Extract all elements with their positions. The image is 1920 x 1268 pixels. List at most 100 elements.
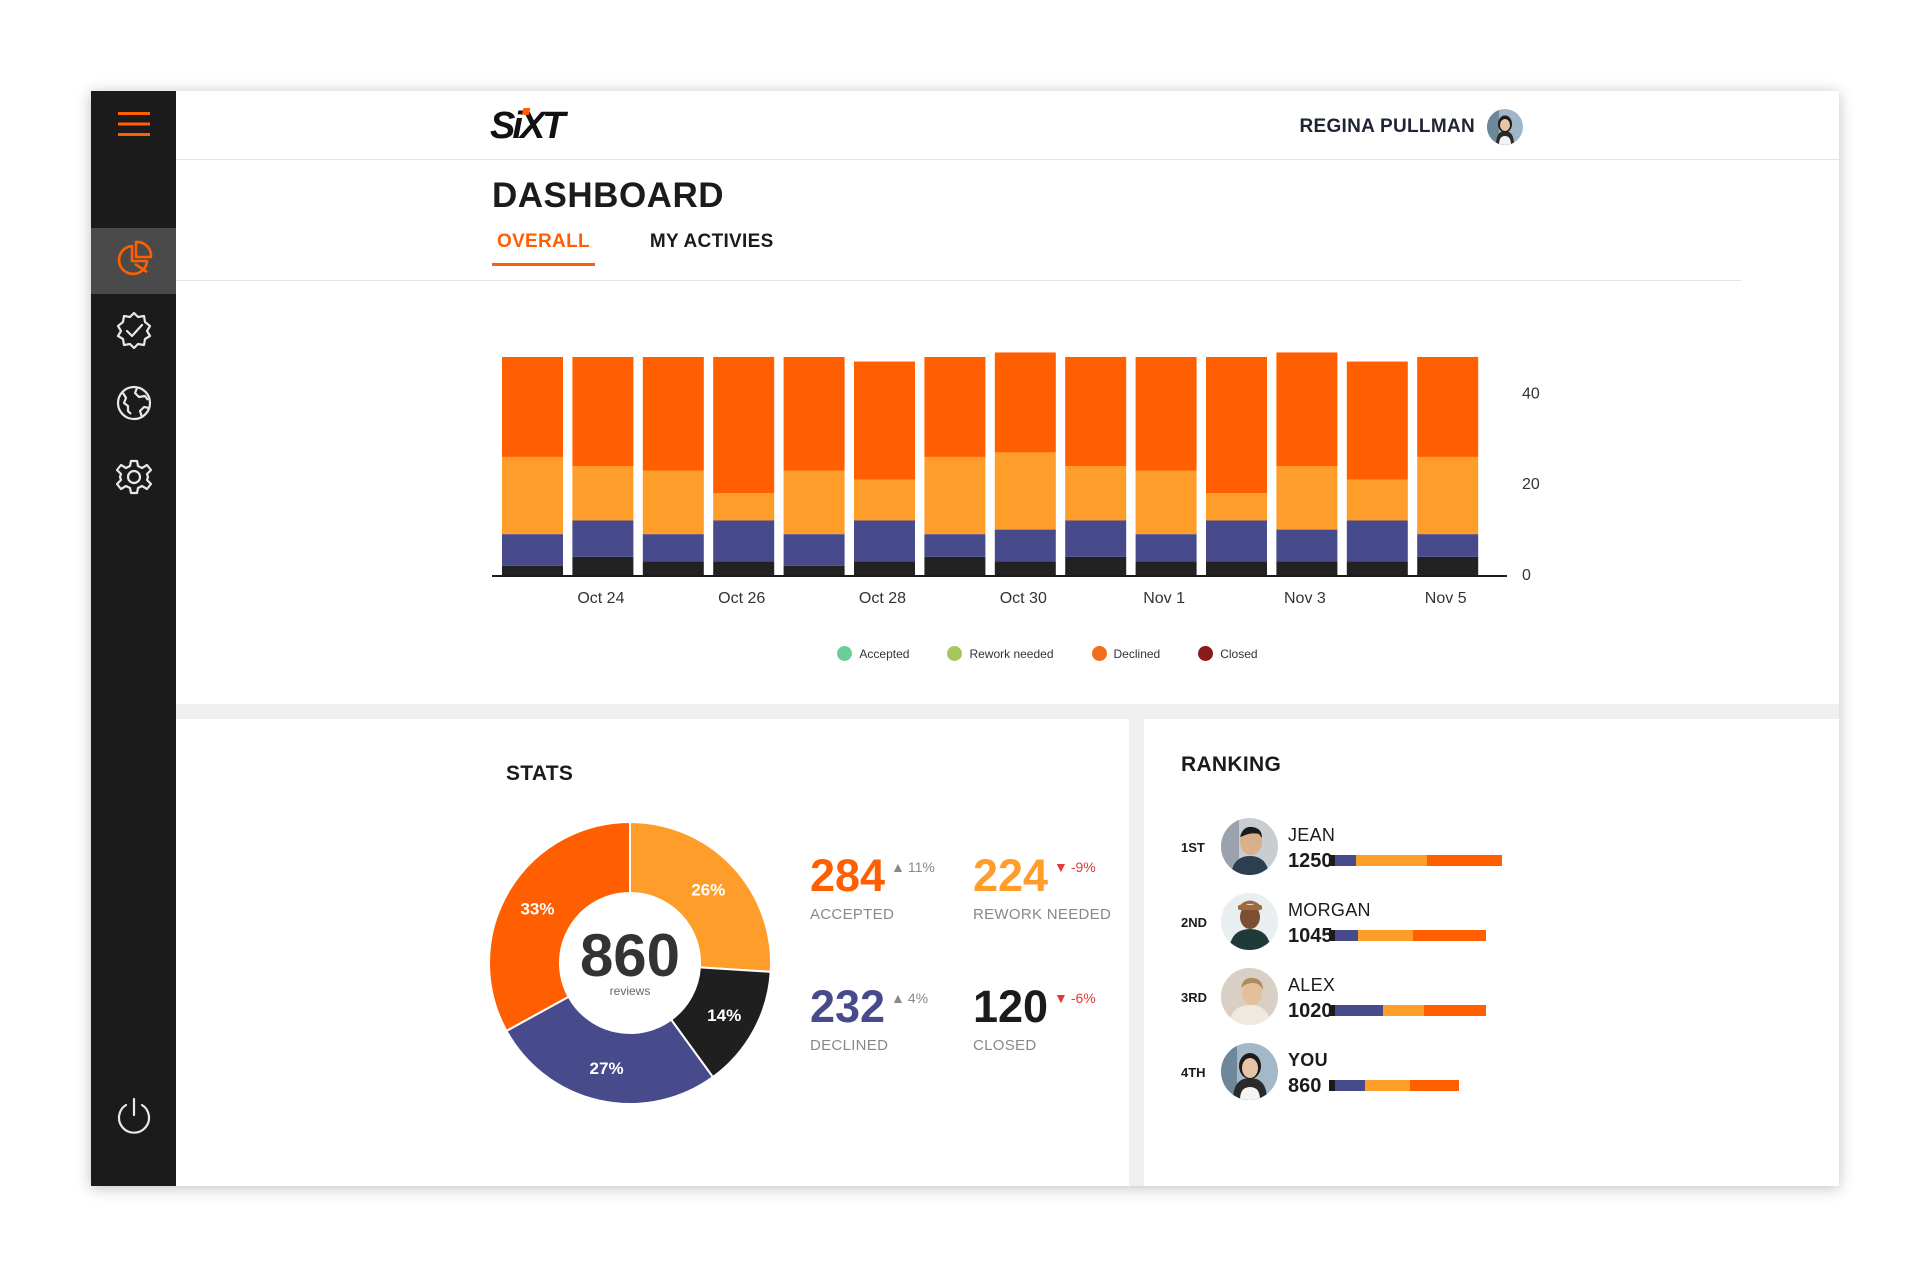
bar-segment-declined[interactable] [642, 534, 704, 562]
logout-button[interactable] [91, 1085, 176, 1151]
bar-segment-rework[interactable] [783, 470, 845, 535]
bar-segment-accepted[interactable] [1417, 357, 1479, 457]
bar-segment-rework[interactable] [1206, 493, 1267, 521]
total-reviews-value: 860 [579, 922, 681, 989]
tab-my-activities[interactable]: MY ACTIVIES [649, 231, 774, 252]
rank-score-bar [1329, 855, 1502, 866]
legend-item-declined[interactable]: Declined [1091, 646, 1161, 661]
bar-segment-accepted[interactable] [642, 357, 704, 471]
donut-slice[interactable] [505, 995, 715, 1105]
legend-item-accepted[interactable]: Accepted [837, 646, 909, 661]
stats-donut: 26% 14% 27% 33% 860 reviews [488, 820, 772, 1105]
bar-segment-closed[interactable] [1276, 561, 1338, 575]
bar-segment-accepted[interactable] [572, 357, 634, 466]
legend-dot [837, 646, 853, 661]
bar-segment-declined[interactable] [1346, 520, 1408, 562]
tab-bar: OVERALL MY ACTIVIES [492, 231, 829, 266]
bar-segment-declined[interactable] [783, 534, 845, 566]
user-avatar[interactable] [1487, 109, 1523, 145]
bar-segment-declined[interactable] [994, 529, 1056, 562]
legend-item-closed[interactable]: Closed [1198, 646, 1258, 661]
bar-segment-declined[interactable] [924, 534, 986, 557]
bar-segment-declined[interactable] [1135, 534, 1197, 562]
bar-segment-accepted[interactable] [502, 357, 563, 457]
x-tick-label: Oct 24 [577, 590, 624, 607]
bar-segment-accepted[interactable] [783, 357, 845, 471]
rank-score-bar [1329, 1080, 1459, 1091]
section-divider [176, 704, 1839, 719]
rank-position: 2ND [1181, 915, 1208, 930]
bar-segment-rework[interactable] [572, 466, 634, 521]
bar-segment-closed[interactable] [1065, 556, 1127, 575]
rank-score: 1045 [1288, 925, 1333, 947]
rank-bar-segment-accepted [1410, 1080, 1459, 1091]
stat-closed: 120 ▼ -6% CLOSED [973, 984, 1096, 1054]
tab-overall[interactable]: OVERALL [492, 231, 595, 266]
donut-slice[interactable] [629, 820, 772, 973]
stat-value: 232 [810, 981, 886, 1032]
bar-segment-closed[interactable] [502, 565, 563, 575]
arrow-up-icon: ▲ [891, 990, 905, 1006]
bar-segment-rework[interactable] [1135, 470, 1197, 535]
bar-segment-rework[interactable] [502, 456, 563, 535]
legend-label: Declined [1113, 646, 1161, 661]
bar-segment-rework[interactable] [854, 479, 915, 521]
stat-change: ▼ -9% [1054, 859, 1096, 875]
sidebar-item-settings[interactable] [91, 446, 176, 512]
bar-segment-closed[interactable] [1417, 556, 1479, 575]
bar-segment-declined[interactable] [1276, 529, 1338, 562]
bar-segment-rework[interactable] [1417, 456, 1479, 535]
bar-segment-rework[interactable] [1276, 466, 1338, 530]
stats-title: STATS [506, 762, 574, 785]
activity-chart: Oct 24 Oct 26 Oct 28 Oct 30 Nov 1 Nov 3 Nov 5 0… [492, 351, 1552, 771]
bar-segment-closed[interactable] [572, 556, 634, 575]
bar-segment-closed[interactable] [994, 561, 1056, 575]
bar-segment-declined[interactable] [1417, 534, 1479, 557]
bar-segment-declined[interactable] [713, 520, 775, 562]
bar-segment-rework[interactable] [924, 456, 986, 535]
bar-segment-closed[interactable] [924, 556, 986, 575]
bar-segment-closed[interactable] [854, 561, 915, 575]
bar-segment-accepted[interactable] [994, 352, 1056, 453]
bar-segment-closed[interactable] [783, 565, 845, 575]
bar-segment-accepted[interactable] [1206, 357, 1267, 494]
hamburger-menu-icon[interactable] [91, 91, 176, 157]
bar-segment-closed[interactable] [1346, 561, 1408, 575]
legend-item-rework[interactable]: Rework needed [947, 646, 1054, 661]
donut-slice[interactable] [488, 820, 631, 1033]
bar-segment-declined[interactable] [572, 520, 634, 557]
bar-segment-accepted[interactable] [1276, 352, 1338, 466]
sidebar-item-reviews[interactable] [91, 299, 176, 365]
bar-segment-declined[interactable] [1065, 520, 1127, 557]
bar-segment-accepted[interactable] [854, 361, 915, 480]
stacked-bar-chart: Oct 24 Oct 26 Oct 28 Oct 30 Nov 1 Nov 3 Nov 5 0… [492, 352, 1540, 607]
sixt-logo[interactable]: SiXT [490, 105, 580, 145]
stat-value: 224 [973, 850, 1049, 901]
sidebar-item-dashboard[interactable] [91, 228, 176, 294]
bar-segment-rework[interactable] [642, 470, 704, 535]
sidebar [91, 91, 176, 1186]
bar-segment-rework[interactable] [1346, 479, 1408, 521]
bar-segment-rework[interactable] [713, 493, 775, 521]
bar-segment-declined[interactable] [502, 534, 563, 566]
bar-segment-closed[interactable] [1206, 561, 1267, 575]
rank-bar-segment-closed [1329, 1005, 1335, 1016]
donut-slice-label: 26% [691, 880, 725, 899]
bar-segment-accepted[interactable] [713, 357, 775, 494]
rank-bar-segment-rework [1383, 1005, 1424, 1016]
bar-segment-rework[interactable] [1065, 466, 1127, 521]
bar-segment-closed[interactable] [642, 561, 704, 575]
bar-segment-closed[interactable] [713, 561, 775, 575]
rank-bar-segment-rework [1358, 930, 1413, 941]
bar-segment-accepted[interactable] [1135, 357, 1197, 471]
user-menu[interactable]: REGINA PULLMAN [1299, 108, 1523, 146]
bar-segment-accepted[interactable] [924, 357, 986, 457]
bar-segment-declined[interactable] [1206, 520, 1267, 562]
bar-segment-rework[interactable] [994, 452, 1056, 530]
bar-segment-closed[interactable] [1135, 561, 1197, 575]
bar-segment-accepted[interactable] [1065, 357, 1127, 466]
bar-segment-declined[interactable] [854, 520, 915, 562]
bar-segment-accepted[interactable] [1346, 361, 1408, 480]
rank-bar-segment-closed [1329, 855, 1335, 866]
sidebar-item-locations[interactable] [91, 372, 176, 438]
